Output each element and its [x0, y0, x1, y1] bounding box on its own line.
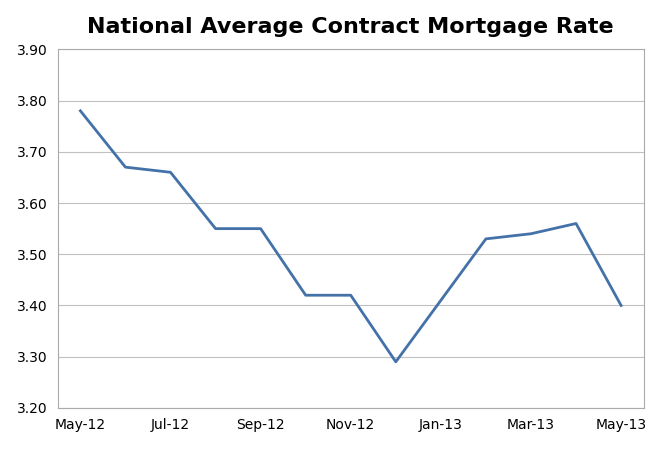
Title: National Average Contract Mortgage Rate: National Average Contract Mortgage Rate	[87, 17, 614, 37]
